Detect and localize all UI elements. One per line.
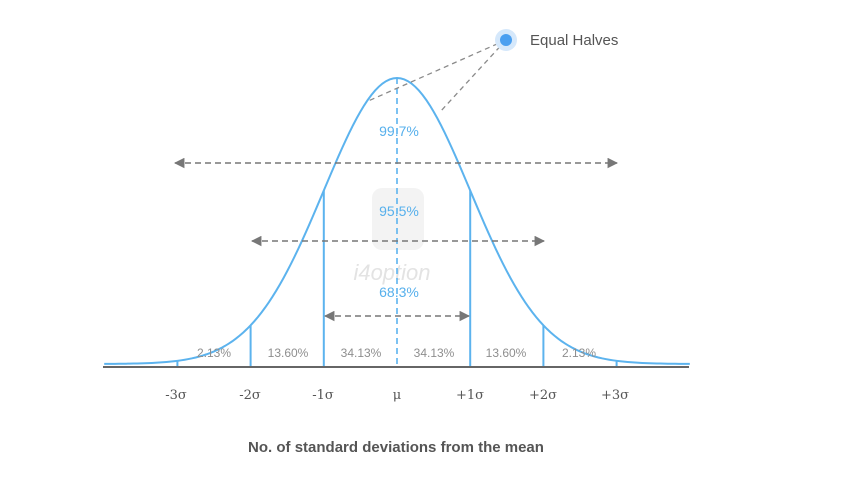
watermark-text: i4option — [353, 260, 430, 285]
legend: Equal Halves — [365, 29, 618, 113]
callout-line — [365, 39, 507, 103]
band-label: 2.13% — [197, 346, 231, 360]
tick-label: -3σ — [165, 388, 187, 403]
tick-label: +2σ — [529, 388, 557, 403]
x-axis-label: No. of standard deviations from the mean — [248, 439, 544, 456]
watermark: i4option — [353, 188, 431, 285]
band-label: 13.60% — [486, 346, 527, 360]
callout-line — [439, 39, 507, 113]
legend-label: Equal Halves — [530, 32, 618, 49]
range-label-99-7: 99.7% — [379, 123, 419, 139]
band-label: 34.13% — [414, 346, 455, 360]
band-label: 34.13% — [341, 346, 382, 360]
sigma-lines — [176, 190, 618, 367]
tick-label: +1σ — [456, 388, 484, 403]
band-label: 13.60% — [268, 346, 309, 360]
legend-marker-dot-icon — [500, 34, 512, 46]
range-label-95-5: 95.5% — [379, 203, 419, 219]
tick-label: -2σ — [239, 388, 261, 403]
tick-label: μ — [393, 388, 401, 403]
band-label: 2.13% — [562, 346, 596, 360]
watermark-logo-icon — [372, 188, 424, 250]
tick-label: -1σ — [312, 388, 334, 403]
range-label-68-3: 68.3% — [379, 284, 419, 300]
tick-label: +3σ — [601, 388, 629, 403]
